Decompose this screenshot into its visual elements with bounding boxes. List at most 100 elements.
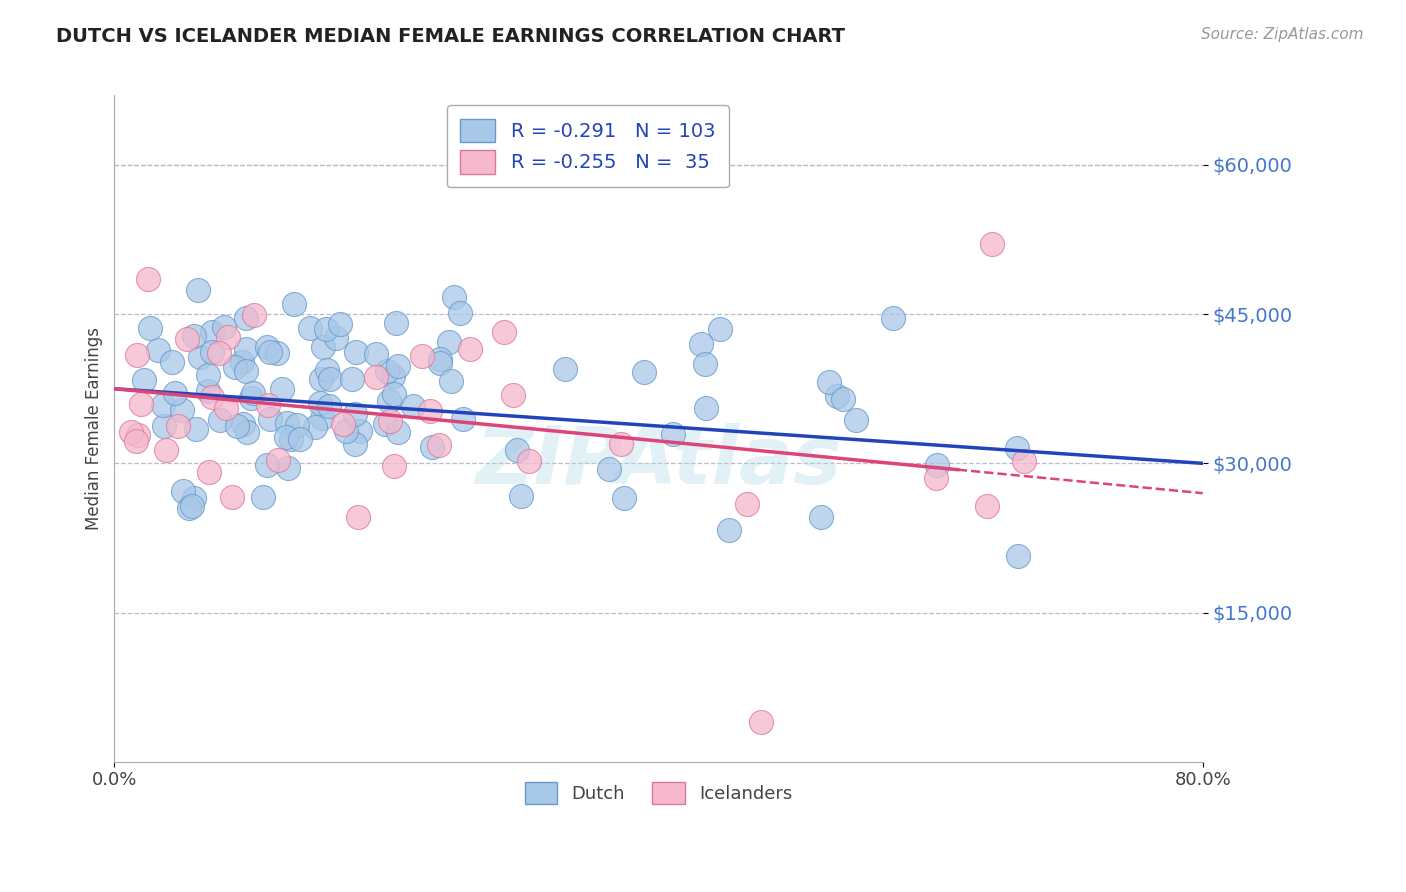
Point bbox=[208, 345, 231, 359]
Point bbox=[311, 411, 333, 425]
Point bbox=[440, 374, 463, 388]
Point bbox=[610, 436, 633, 450]
Point bbox=[810, 510, 832, 524]
Point bbox=[139, 321, 162, 335]
Point bbox=[127, 428, 149, 442]
Point bbox=[266, 346, 288, 360]
Point bbox=[882, 311, 904, 326]
Point bbox=[183, 329, 205, 343]
Point bbox=[312, 340, 335, 354]
Point bbox=[375, 364, 398, 378]
Point bbox=[163, 386, 186, 401]
Point bbox=[419, 404, 441, 418]
Point bbox=[693, 357, 716, 371]
Point bbox=[387, 359, 409, 374]
Point bbox=[318, 399, 340, 413]
Point bbox=[152, 398, 174, 412]
Point bbox=[343, 437, 366, 451]
Point bbox=[311, 372, 333, 386]
Point bbox=[925, 458, 948, 472]
Point bbox=[718, 524, 741, 538]
Point bbox=[252, 490, 274, 504]
Point bbox=[148, 343, 170, 357]
Point bbox=[155, 442, 177, 457]
Point bbox=[180, 499, 202, 513]
Point bbox=[329, 317, 352, 331]
Point bbox=[613, 491, 636, 506]
Point bbox=[259, 412, 281, 426]
Point bbox=[187, 283, 209, 297]
Point bbox=[845, 413, 868, 427]
Point bbox=[224, 359, 246, 374]
Point bbox=[517, 454, 540, 468]
Point bbox=[402, 399, 425, 413]
Point bbox=[308, 396, 330, 410]
Point bbox=[695, 401, 717, 415]
Point bbox=[201, 325, 224, 339]
Point bbox=[831, 392, 853, 406]
Point bbox=[344, 344, 367, 359]
Point bbox=[136, 272, 159, 286]
Point bbox=[382, 386, 405, 401]
Point bbox=[661, 426, 683, 441]
Point bbox=[340, 372, 363, 386]
Y-axis label: Median Female Earnings: Median Female Earnings bbox=[86, 327, 103, 530]
Point bbox=[197, 368, 219, 383]
Point bbox=[366, 370, 388, 384]
Point bbox=[325, 331, 347, 345]
Point bbox=[749, 714, 772, 729]
Point bbox=[274, 430, 297, 444]
Point bbox=[709, 322, 731, 336]
Point bbox=[186, 422, 208, 436]
Point bbox=[633, 365, 655, 379]
Point bbox=[332, 417, 354, 432]
Point bbox=[449, 306, 471, 320]
Point bbox=[285, 418, 308, 433]
Point bbox=[277, 460, 299, 475]
Point bbox=[232, 417, 254, 432]
Point bbox=[239, 391, 262, 405]
Point bbox=[316, 363, 339, 377]
Point bbox=[153, 418, 176, 433]
Point bbox=[554, 362, 576, 376]
Point bbox=[256, 340, 278, 354]
Point bbox=[235, 364, 257, 378]
Point bbox=[198, 465, 221, 479]
Point bbox=[236, 425, 259, 439]
Point bbox=[735, 497, 758, 511]
Point bbox=[280, 432, 302, 446]
Point bbox=[380, 414, 402, 428]
Point bbox=[458, 342, 481, 356]
Point bbox=[124, 434, 146, 448]
Point bbox=[427, 438, 450, 452]
Point bbox=[217, 329, 239, 343]
Point bbox=[127, 348, 149, 362]
Point bbox=[170, 403, 193, 417]
Point bbox=[1007, 549, 1029, 563]
Point bbox=[319, 372, 342, 386]
Point bbox=[382, 458, 405, 473]
Point bbox=[167, 419, 190, 434]
Point bbox=[429, 352, 451, 367]
Point bbox=[315, 322, 337, 336]
Point bbox=[267, 453, 290, 467]
Point bbox=[1012, 454, 1035, 468]
Point bbox=[212, 319, 235, 334]
Point bbox=[283, 297, 305, 311]
Point bbox=[214, 401, 236, 415]
Point bbox=[176, 332, 198, 346]
Point bbox=[177, 501, 200, 516]
Point bbox=[304, 420, 326, 434]
Point bbox=[387, 425, 409, 439]
Point bbox=[980, 237, 1002, 252]
Point bbox=[257, 398, 280, 412]
Point bbox=[256, 458, 278, 472]
Legend: Dutch, Icelanders: Dutch, Icelanders bbox=[516, 772, 801, 813]
Point bbox=[276, 416, 298, 430]
Point bbox=[437, 334, 460, 349]
Point bbox=[689, 336, 711, 351]
Point bbox=[160, 355, 183, 369]
Point bbox=[347, 510, 370, 524]
Point bbox=[226, 418, 249, 433]
Point bbox=[259, 344, 281, 359]
